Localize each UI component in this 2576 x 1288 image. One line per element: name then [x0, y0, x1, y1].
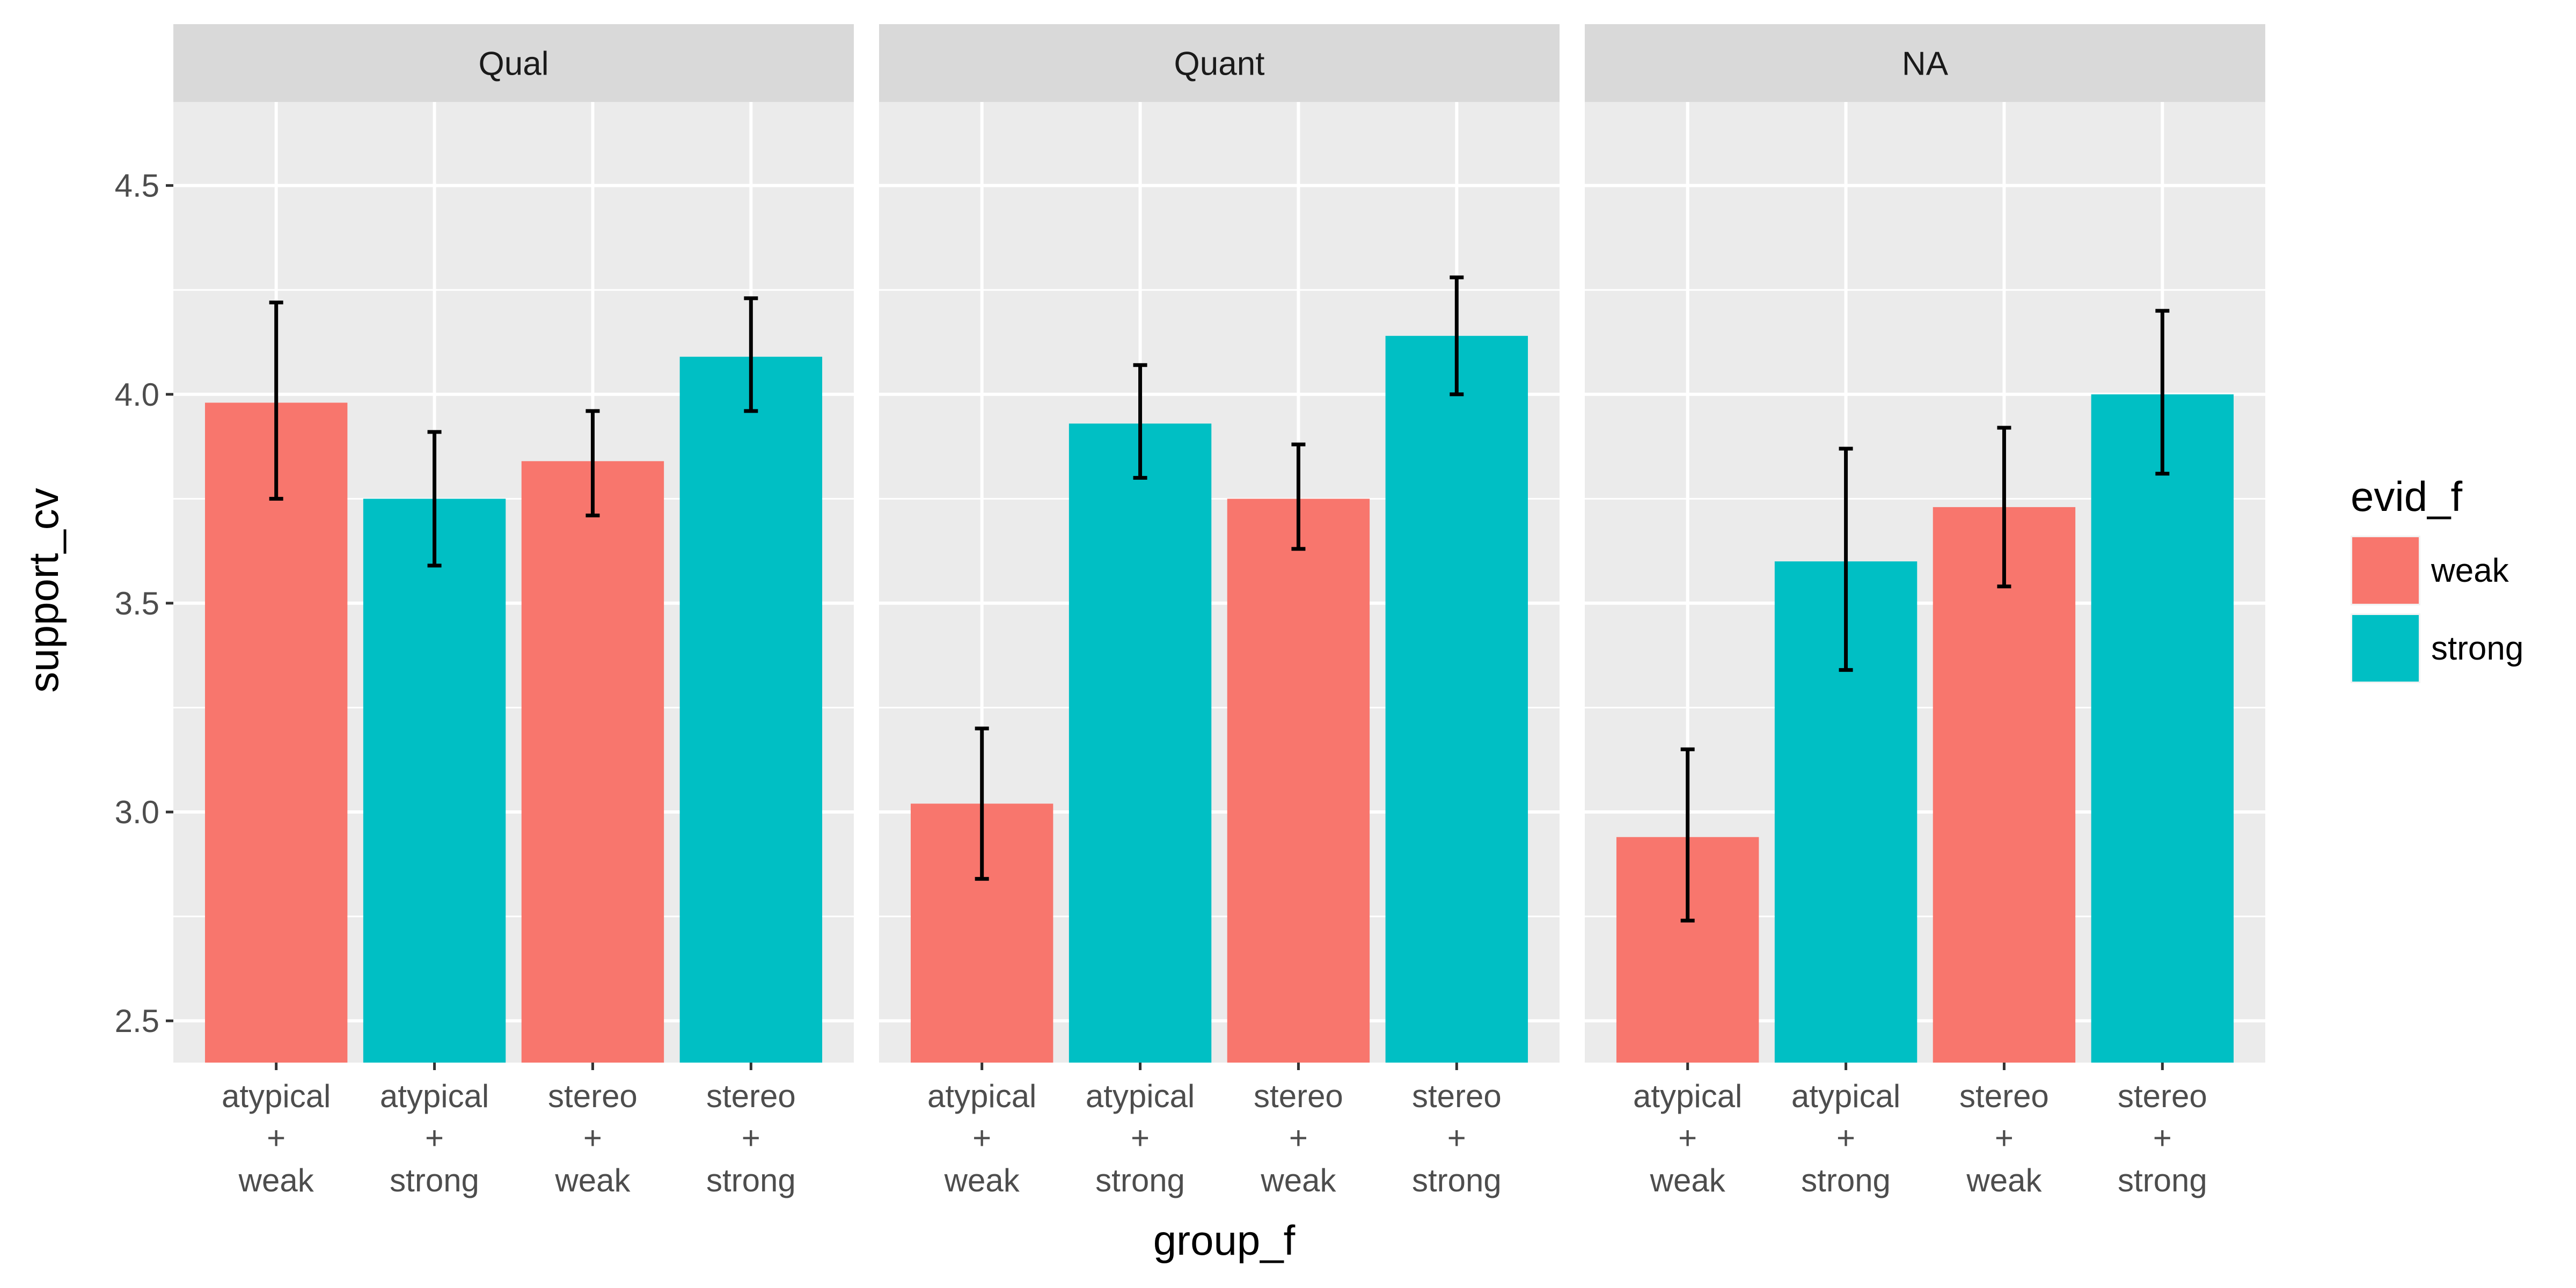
- x-tick-label: atypical: [927, 1078, 1036, 1114]
- legend-label-strong: strong: [2431, 630, 2523, 667]
- error-bar: [2155, 309, 2170, 476]
- error-bar: [1997, 426, 2011, 589]
- x-tick-label: +: [267, 1120, 286, 1156]
- legend-key-weak: [2352, 537, 2419, 604]
- x-tick-label: atypical: [380, 1078, 489, 1114]
- legend-label-weak: weak: [2431, 552, 2509, 589]
- bar: [2091, 394, 2234, 1063]
- strip-background: [173, 24, 854, 102]
- legend: evid_f weak strong: [2351, 473, 2523, 683]
- x-tick-label: +: [972, 1120, 991, 1156]
- error-bar: [1450, 275, 1464, 397]
- bar: [521, 461, 664, 1063]
- x-tick-label: weak: [1966, 1162, 2042, 1198]
- x-tick-label: weak: [944, 1162, 1020, 1198]
- bar: [1933, 507, 2076, 1063]
- bar: [679, 356, 823, 1063]
- x-tick-label: +: [2153, 1120, 2172, 1156]
- y-tick-label: 4.5: [115, 168, 159, 204]
- x-tick-label: atypical: [1791, 1078, 1900, 1114]
- x-tick-label: stereo: [706, 1078, 796, 1114]
- strip-label: Quant: [1174, 46, 1265, 83]
- x-tick-label: strong: [1095, 1162, 1185, 1198]
- legend-key-strong: [2352, 615, 2419, 682]
- x-tick-label: weak: [1650, 1162, 1726, 1198]
- y-tick-label: 3.5: [115, 586, 159, 621]
- x-tick-label: weak: [1260, 1162, 1336, 1198]
- x-tick-label: weak: [554, 1162, 631, 1198]
- x-tick-label: atypical: [1633, 1078, 1742, 1114]
- error-bar: [1133, 363, 1147, 480]
- x-tick-label: +: [1289, 1120, 1308, 1156]
- x-axis-title: group_f: [1153, 1217, 1296, 1264]
- error-bar: [744, 296, 758, 413]
- x-tick-label: atypical: [1086, 1078, 1195, 1114]
- y-axis-title: support_cv: [20, 488, 67, 693]
- error-bar: [1291, 442, 1306, 551]
- x-tick-label: strong: [1801, 1162, 1891, 1198]
- x-tick-label: +: [1678, 1120, 1697, 1156]
- y-tick-label: 2.5: [115, 1003, 159, 1039]
- x-tick-label: +: [1131, 1120, 1150, 1156]
- x-tick-label: strong: [706, 1162, 796, 1198]
- bar: [363, 499, 506, 1063]
- panels-layer: Qual atypical + weak atypical + strong stereo + w…: [173, 24, 2265, 1198]
- legend-title: evid_f: [2351, 473, 2462, 520]
- bar: [1385, 335, 1528, 1063]
- error-bar: [1680, 747, 1695, 923]
- error-bar: [975, 726, 989, 881]
- x-tick-label: stereo: [1959, 1078, 2049, 1114]
- y-tick-label: 4.0: [115, 377, 159, 413]
- x-tick-label: atypical: [222, 1078, 331, 1114]
- x-tick-label: +: [1447, 1120, 1466, 1156]
- y-axis: 2.5 3.0 3.5 4.0 4.5: [115, 168, 173, 1039]
- strip-background: [879, 24, 1560, 102]
- bar: [204, 402, 348, 1063]
- y-tick-label: 3.0: [115, 794, 159, 830]
- bar: [1227, 499, 1370, 1063]
- x-tick-label: strong: [2118, 1162, 2207, 1198]
- panel-qual: Qual atypical + weak atypical + strong stereo + w…: [173, 24, 854, 1198]
- x-tick-label: stereo: [2118, 1078, 2207, 1114]
- x-tick-label: +: [742, 1120, 760, 1156]
- panel-na: NA atypical + weak atypical + strong stereo + wea…: [1585, 24, 2265, 1198]
- x-tick-label: strong: [390, 1162, 479, 1198]
- strip-label: Qual: [479, 46, 549, 83]
- x-tick-label: +: [583, 1120, 602, 1156]
- error-bar: [586, 409, 600, 517]
- x-tick-label: stereo: [1412, 1078, 1502, 1114]
- strip-background: [1585, 24, 2265, 102]
- error-bar: [1839, 447, 1853, 672]
- x-tick-label: +: [1836, 1120, 1855, 1156]
- x-tick-label: strong: [1412, 1162, 1502, 1198]
- x-tick-label: stereo: [548, 1078, 638, 1114]
- x-tick-label: +: [425, 1120, 444, 1156]
- x-tick-label: stereo: [1254, 1078, 1343, 1114]
- x-tick-label: weak: [238, 1162, 314, 1198]
- strip-label: NA: [1902, 46, 1949, 83]
- error-bar: [427, 430, 442, 568]
- error-bar: [269, 301, 283, 501]
- x-tick-label: +: [1995, 1120, 2014, 1156]
- bar: [1069, 423, 1212, 1063]
- panel-quant: Quant atypical + weak atypical + strong stereo +…: [879, 24, 1560, 1198]
